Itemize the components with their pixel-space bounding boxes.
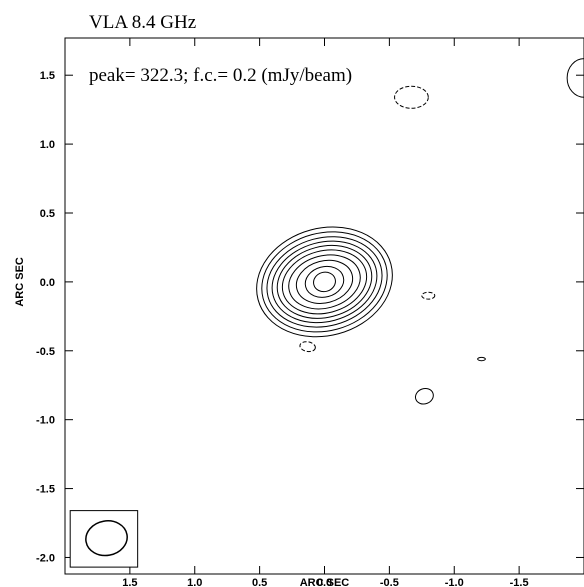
x-tick-label: -0.5 (380, 577, 399, 587)
positive-contour (477, 356, 486, 362)
source-contour (266, 236, 383, 328)
peak-annotation: peak= 322.3; f.c.= 0.2 (mJy/beam) (89, 65, 352, 86)
y-tick-label: -1.0 (36, 415, 55, 427)
contours (256, 58, 584, 405)
source-contour (281, 249, 368, 315)
x-tick-label: 1.0 (187, 577, 202, 587)
beam-inset (69, 510, 139, 568)
x-tick-label: 0.0 (317, 577, 332, 587)
y-tick-label: -0.5 (36, 346, 55, 358)
y-tick-label: 1.0 (40, 139, 55, 151)
x-tick-label: -1.0 (445, 577, 464, 587)
edge-contour (566, 58, 584, 98)
source-contour (271, 240, 378, 324)
beam-ellipse (85, 520, 128, 557)
y-axis-title: ARC SEC (14, 257, 26, 307)
y-tick-label: 0.5 (40, 208, 55, 220)
negative-contour (394, 85, 429, 109)
x-tick-label: -1.5 (510, 577, 529, 587)
source-contour (288, 254, 361, 310)
chart-title: VLA 8.4 GHz (89, 12, 196, 33)
x-tick-labels: 1.5 1.0 0.5 0.0 -0.5 -1.0 -1.5 (122, 577, 528, 587)
source-contour (313, 271, 336, 293)
source-contour (256, 226, 393, 338)
plot-frame (64, 37, 584, 575)
y-tick-label: 1.5 (40, 70, 55, 82)
source-contour (304, 265, 345, 298)
x-tick-label: 0.5 (252, 577, 267, 587)
x-axis-title: ARC SEC (300, 577, 350, 587)
y-tick-label: -1.5 (36, 484, 55, 496)
source-contour (295, 259, 354, 304)
x-tick-label: 1.5 (122, 577, 137, 587)
source-contour (261, 231, 388, 333)
negative-contour (421, 291, 436, 300)
y-tick-label: -2.0 (36, 552, 55, 564)
y-tick-labels: 1.5 1.0 0.5 0.0 -0.5 -1.0 -1.5 -2.0 (36, 70, 55, 564)
y-tick-label: 0.0 (40, 277, 55, 289)
source-contour (276, 244, 373, 319)
axis-ticks (65, 38, 584, 574)
positive-contour (414, 387, 434, 405)
negative-contour (299, 341, 316, 353)
